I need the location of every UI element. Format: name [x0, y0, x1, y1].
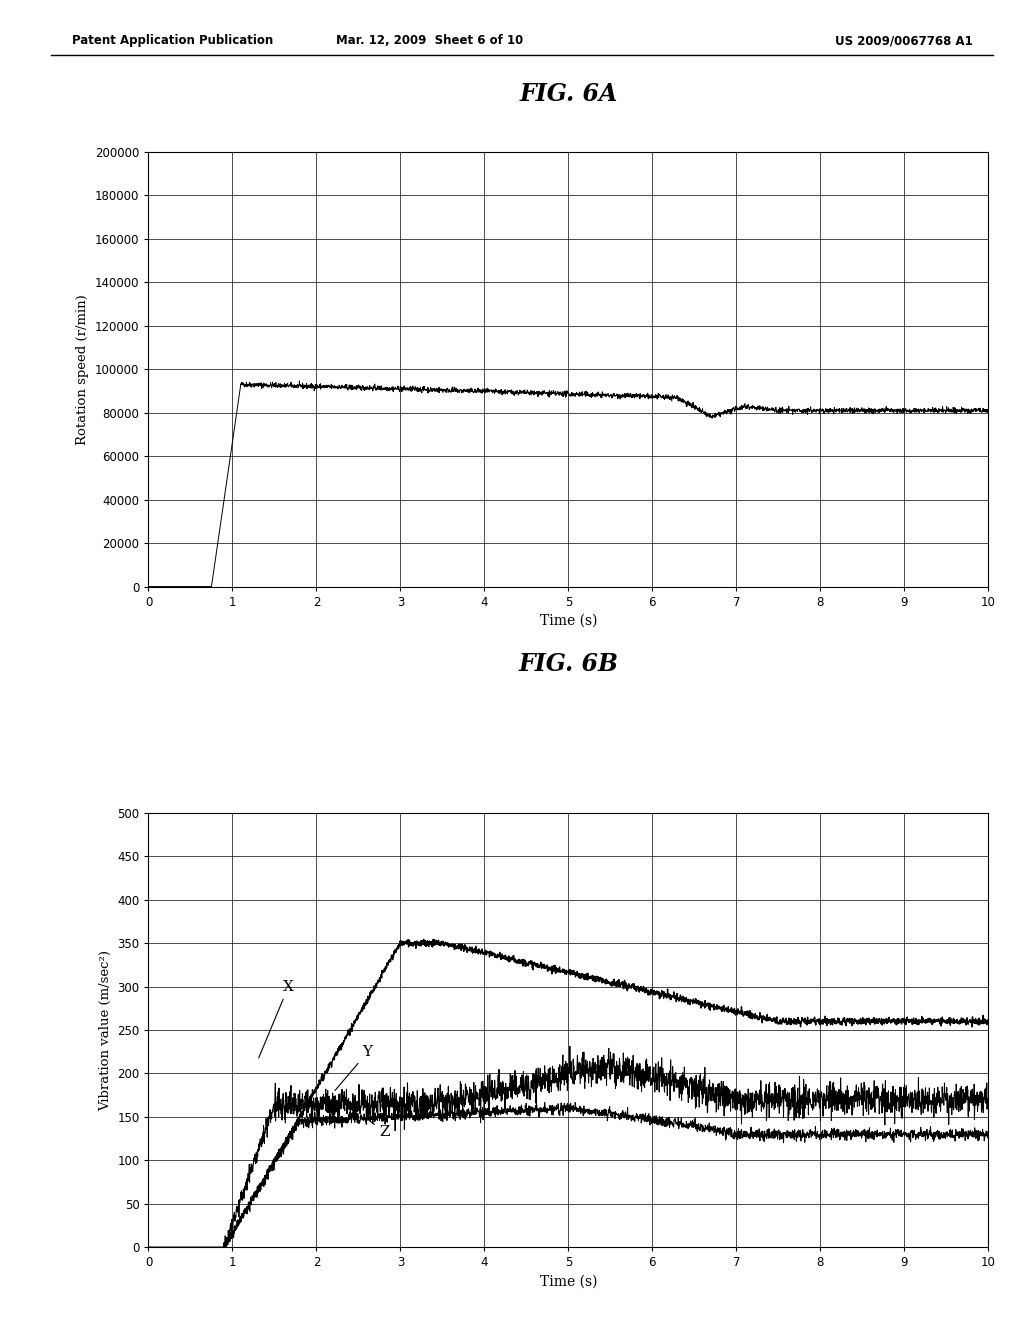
Y-axis label: Rotation speed (r/min): Rotation speed (r/min): [77, 294, 89, 445]
Text: FIG. 6B: FIG. 6B: [518, 652, 618, 676]
Text: FIG. 6A: FIG. 6A: [519, 82, 617, 106]
X-axis label: Time (s): Time (s): [540, 1275, 597, 1290]
Text: X: X: [259, 979, 294, 1057]
X-axis label: Time (s): Time (s): [540, 614, 597, 628]
Text: Patent Application Publication: Patent Application Publication: [72, 34, 273, 48]
Text: Mar. 12, 2009  Sheet 6 of 10: Mar. 12, 2009 Sheet 6 of 10: [337, 34, 523, 48]
Text: US 2009/0067768 A1: US 2009/0067768 A1: [835, 34, 973, 48]
Text: Y: Y: [335, 1045, 373, 1090]
Y-axis label: Vibration value (m/sec²): Vibration value (m/sec²): [98, 949, 112, 1110]
Text: Z: Z: [369, 1121, 390, 1139]
